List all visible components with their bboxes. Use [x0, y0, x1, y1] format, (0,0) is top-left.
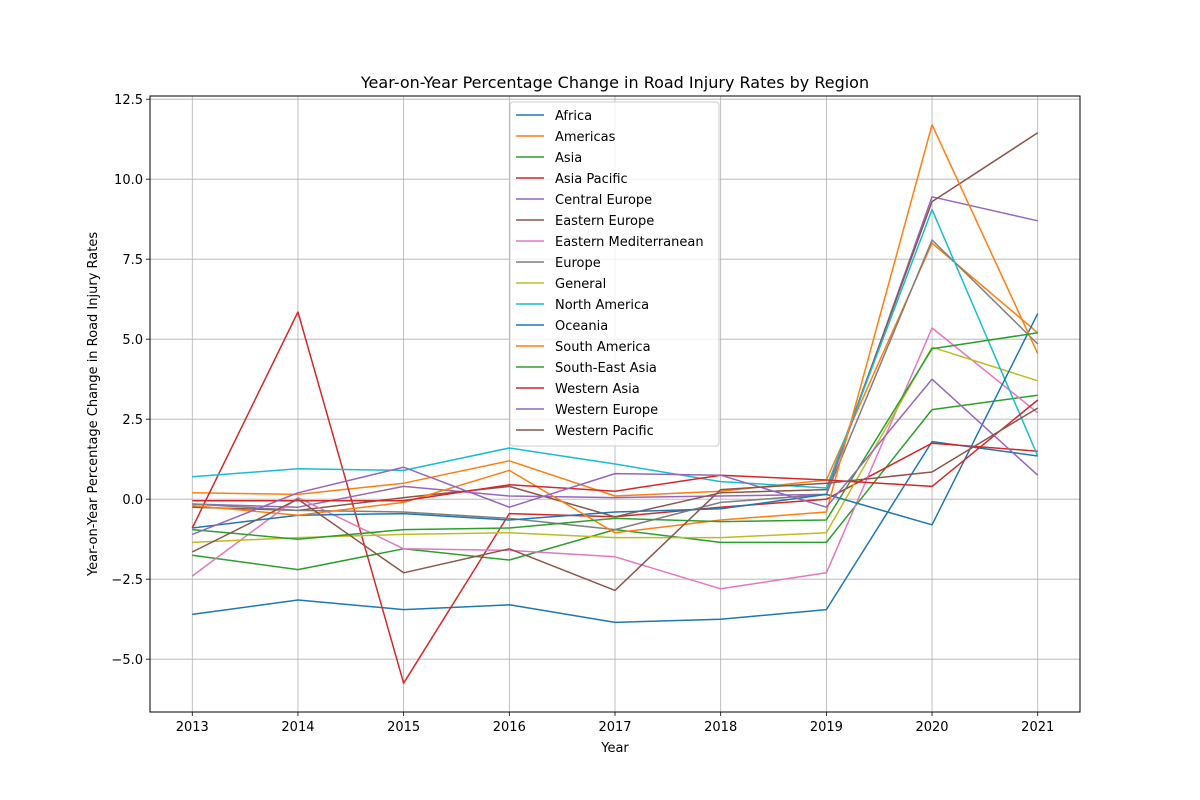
legend-label-general: General	[555, 277, 606, 292]
chart-title: Year-on-Year Percentage Change in Road I…	[360, 73, 869, 92]
x-tick-label: 2015	[387, 720, 420, 735]
series-lines	[191, 124, 1039, 684]
legend-label-western-europe: Western Europe	[555, 403, 658, 418]
x-tick-label: 2019	[810, 720, 843, 735]
legend-label-north-america: North America	[555, 298, 649, 313]
legend-label-eastern-mediterranean: Eastern Mediterranean	[555, 235, 704, 250]
series-line-americas	[192, 242, 1039, 497]
legend-label-asia: Asia	[555, 151, 582, 166]
x-axis: 2013 2014 2015 2016 2017 2018 2019 2020 2021	[176, 712, 1054, 735]
y-tick-label: −2.5	[111, 573, 143, 588]
x-tick-label: 2020	[915, 720, 948, 735]
legend-label-asia-pacific: Asia Pacific	[555, 172, 628, 187]
y-tick-label: 7.5	[122, 253, 143, 268]
y-tick-label: 0.0	[122, 493, 143, 508]
y-axis-label: Year-on-Year Percentage Change in Road I…	[86, 232, 101, 577]
legend-label-central-europe: Central Europe	[555, 193, 652, 208]
legend-label-europe: Europe	[555, 256, 601, 271]
y-tick-label: 10.0	[114, 173, 143, 188]
series-line-oceania	[192, 313, 1039, 529]
x-tick-label: 2013	[176, 720, 209, 735]
series-line-western-asia	[192, 399, 1039, 502]
y-tick-label: 2.5	[122, 413, 143, 428]
legend-box	[509, 101, 720, 447]
series-line-south-east-asia	[192, 332, 1038, 540]
legend: Africa Americas Asia Asia Pacific Central Eu…	[509, 101, 720, 447]
legend-label-eastern-europe: Eastern Europe	[555, 214, 654, 229]
x-tick-label: 2016	[493, 720, 526, 735]
x-tick-label: 2018	[704, 720, 737, 735]
x-axis-label: Year	[600, 741, 629, 756]
y-tick-label: 5.0	[122, 333, 143, 348]
y-tick-label: −5.0	[111, 653, 143, 668]
legend-label-oceania: Oceania	[555, 319, 608, 334]
legend-label-western-pacific: Western Pacific	[555, 424, 654, 439]
series-line-western-pacific	[191, 407, 1039, 592]
series-line-south-america	[192, 124, 1039, 534]
legend-label-western-asia: Western Asia	[555, 382, 640, 397]
y-tick-label: 12.5	[114, 93, 143, 108]
series-line-western-europe	[191, 378, 1039, 536]
series-line-africa	[192, 440, 1038, 624]
x-tick-label: 2017	[598, 720, 631, 735]
series-line-north-america	[192, 208, 1039, 489]
series-line-eastern-europe	[192, 132, 1039, 518]
x-tick-label: 2021	[1021, 720, 1054, 735]
legend-label-south-east-asia: South-East Asia	[555, 361, 657, 376]
x-tick-label: 2014	[281, 720, 314, 735]
legend-label-africa: Africa	[555, 109, 592, 124]
y-axis: −5.0 −2.5 0.0 2.5 5.0 7.5 10.0 12.5	[111, 93, 150, 668]
legend-label-americas: Americas	[555, 130, 616, 145]
legend-label-south-america: South America	[555, 340, 651, 355]
